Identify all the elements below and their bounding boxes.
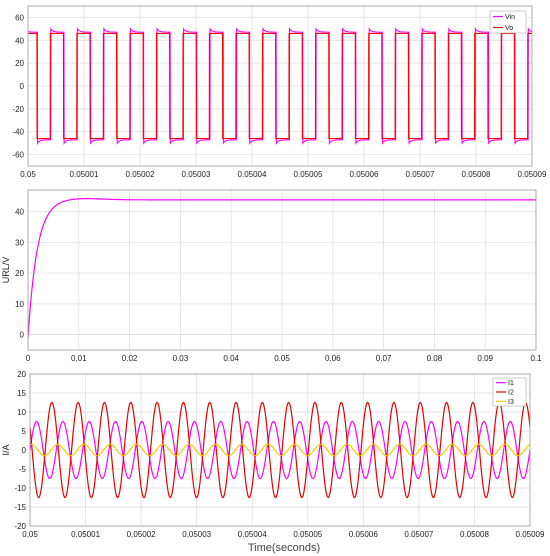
y-tick-label: -15 xyxy=(14,503,26,512)
legend-label: I1 xyxy=(508,380,514,387)
legend: I1 I2 I3 xyxy=(492,377,527,407)
legend-label: I2 xyxy=(508,390,514,397)
x-tick-label: 0.07 xyxy=(376,354,392,363)
x-tick-label: 0.05008 xyxy=(460,530,489,539)
x-tick-label: 0.05006 xyxy=(349,530,378,539)
x-tick-label: 0.05001 xyxy=(70,170,99,179)
x-tick-label: 0.05003 xyxy=(182,170,211,179)
series-line-i2 xyxy=(30,401,530,499)
x-tick-label: 0.06 xyxy=(325,354,341,363)
chart-3: 0.05 0.05001 0.05002 0.05003 0.05004 0.05005 0… xyxy=(1,370,545,554)
x-tick-label: 0.05002 xyxy=(126,170,155,179)
series-line-vin xyxy=(28,26,532,146)
y-axis-label: I/A xyxy=(1,444,11,455)
x-tick-label: 0.01 xyxy=(71,354,87,363)
y-tick-label: 5 xyxy=(22,427,27,436)
y-tick-label: 40 xyxy=(15,208,24,217)
plot-border xyxy=(27,189,537,351)
y-tick-label: 15 xyxy=(17,389,26,398)
x-tick-label: 0.09 xyxy=(477,354,493,363)
x-tick-label: 0.05005 xyxy=(294,170,323,179)
x-tick-label: 0.05 xyxy=(20,170,36,179)
x-tick-label: 0.05003 xyxy=(182,530,211,539)
x-tick-label: 0 xyxy=(26,354,31,363)
series-line-vo xyxy=(28,32,532,140)
plots-container: 0.05 0.05001 0.05002 0.05003 0.05004 0.05005 0… xyxy=(1,5,547,554)
y-tick-label: 10 xyxy=(17,408,26,417)
chart-2: 0 0.01 0.02 0.03 0.04 0.05 0.06 0.07 0.08 0.09 0.1… xyxy=(1,189,542,363)
y-tick-label: 0 xyxy=(20,82,25,91)
y-tick-label: 20 xyxy=(15,59,24,68)
y-tick-label: -5 xyxy=(19,465,27,474)
x-tick-label: 0.05008 xyxy=(462,170,491,179)
y-tick-label: 40 xyxy=(15,36,24,45)
x-axis-label: Time(seconds) xyxy=(248,542,320,554)
legend: Vin Vo xyxy=(489,10,527,34)
y-tick-label: -60 xyxy=(12,151,24,160)
x-tick-label: 0.1 xyxy=(530,354,542,363)
y-tick-label: 0 xyxy=(20,331,25,340)
legend-label: Vo xyxy=(505,25,513,32)
y-tick-label: -20 xyxy=(12,105,24,114)
x-tick-label: 0.04 xyxy=(223,354,239,363)
series-line-i3 xyxy=(30,443,530,457)
x-tick-label: 0.05009 xyxy=(516,530,545,539)
x-tick-label: 0.02 xyxy=(122,354,138,363)
legend-label: Vin xyxy=(505,14,515,21)
x-tick-label: 0.05004 xyxy=(238,170,267,179)
x-tick-label: 0.03 xyxy=(173,354,189,363)
plot-border xyxy=(27,5,533,167)
y-tick-label: -40 xyxy=(12,128,24,137)
y-tick-label: -20 xyxy=(14,522,26,531)
x-tick-label: 0.05007 xyxy=(404,530,433,539)
x-tick-label: 0.05007 xyxy=(406,170,435,179)
series-line-i1 xyxy=(30,420,530,480)
y-tick-label: 60 xyxy=(15,13,24,22)
legend-label: I3 xyxy=(508,399,514,406)
y-axis-label: URL/V xyxy=(1,257,11,284)
x-tick-label: 0.05002 xyxy=(127,530,156,539)
x-tick-label: 0.05009 xyxy=(518,170,547,179)
y-tick-label: 30 xyxy=(15,238,24,247)
x-tick-label: 0.05 xyxy=(22,530,38,539)
chart-1: 0.05 0.05001 0.05002 0.05003 0.05004 0.05005 0… xyxy=(12,5,547,179)
y-tick-label: 10 xyxy=(15,300,24,309)
plot-border xyxy=(29,373,531,527)
x-tick-label: 0.08 xyxy=(427,354,443,363)
x-tick-label: 0.05 xyxy=(274,354,290,363)
series-line-urlv xyxy=(28,198,536,338)
y-tick-label: 20 xyxy=(15,269,24,278)
y-tick-label: 0 xyxy=(22,446,27,455)
y-tick-label: 20 xyxy=(17,370,26,379)
x-tick-label: 0.05004 xyxy=(238,530,267,539)
x-tick-label: 0.05006 xyxy=(350,170,379,179)
y-tick-label: -10 xyxy=(14,484,26,493)
x-tick-label: 0.05001 xyxy=(71,530,100,539)
x-tick-label: 0.05005 xyxy=(293,530,322,539)
